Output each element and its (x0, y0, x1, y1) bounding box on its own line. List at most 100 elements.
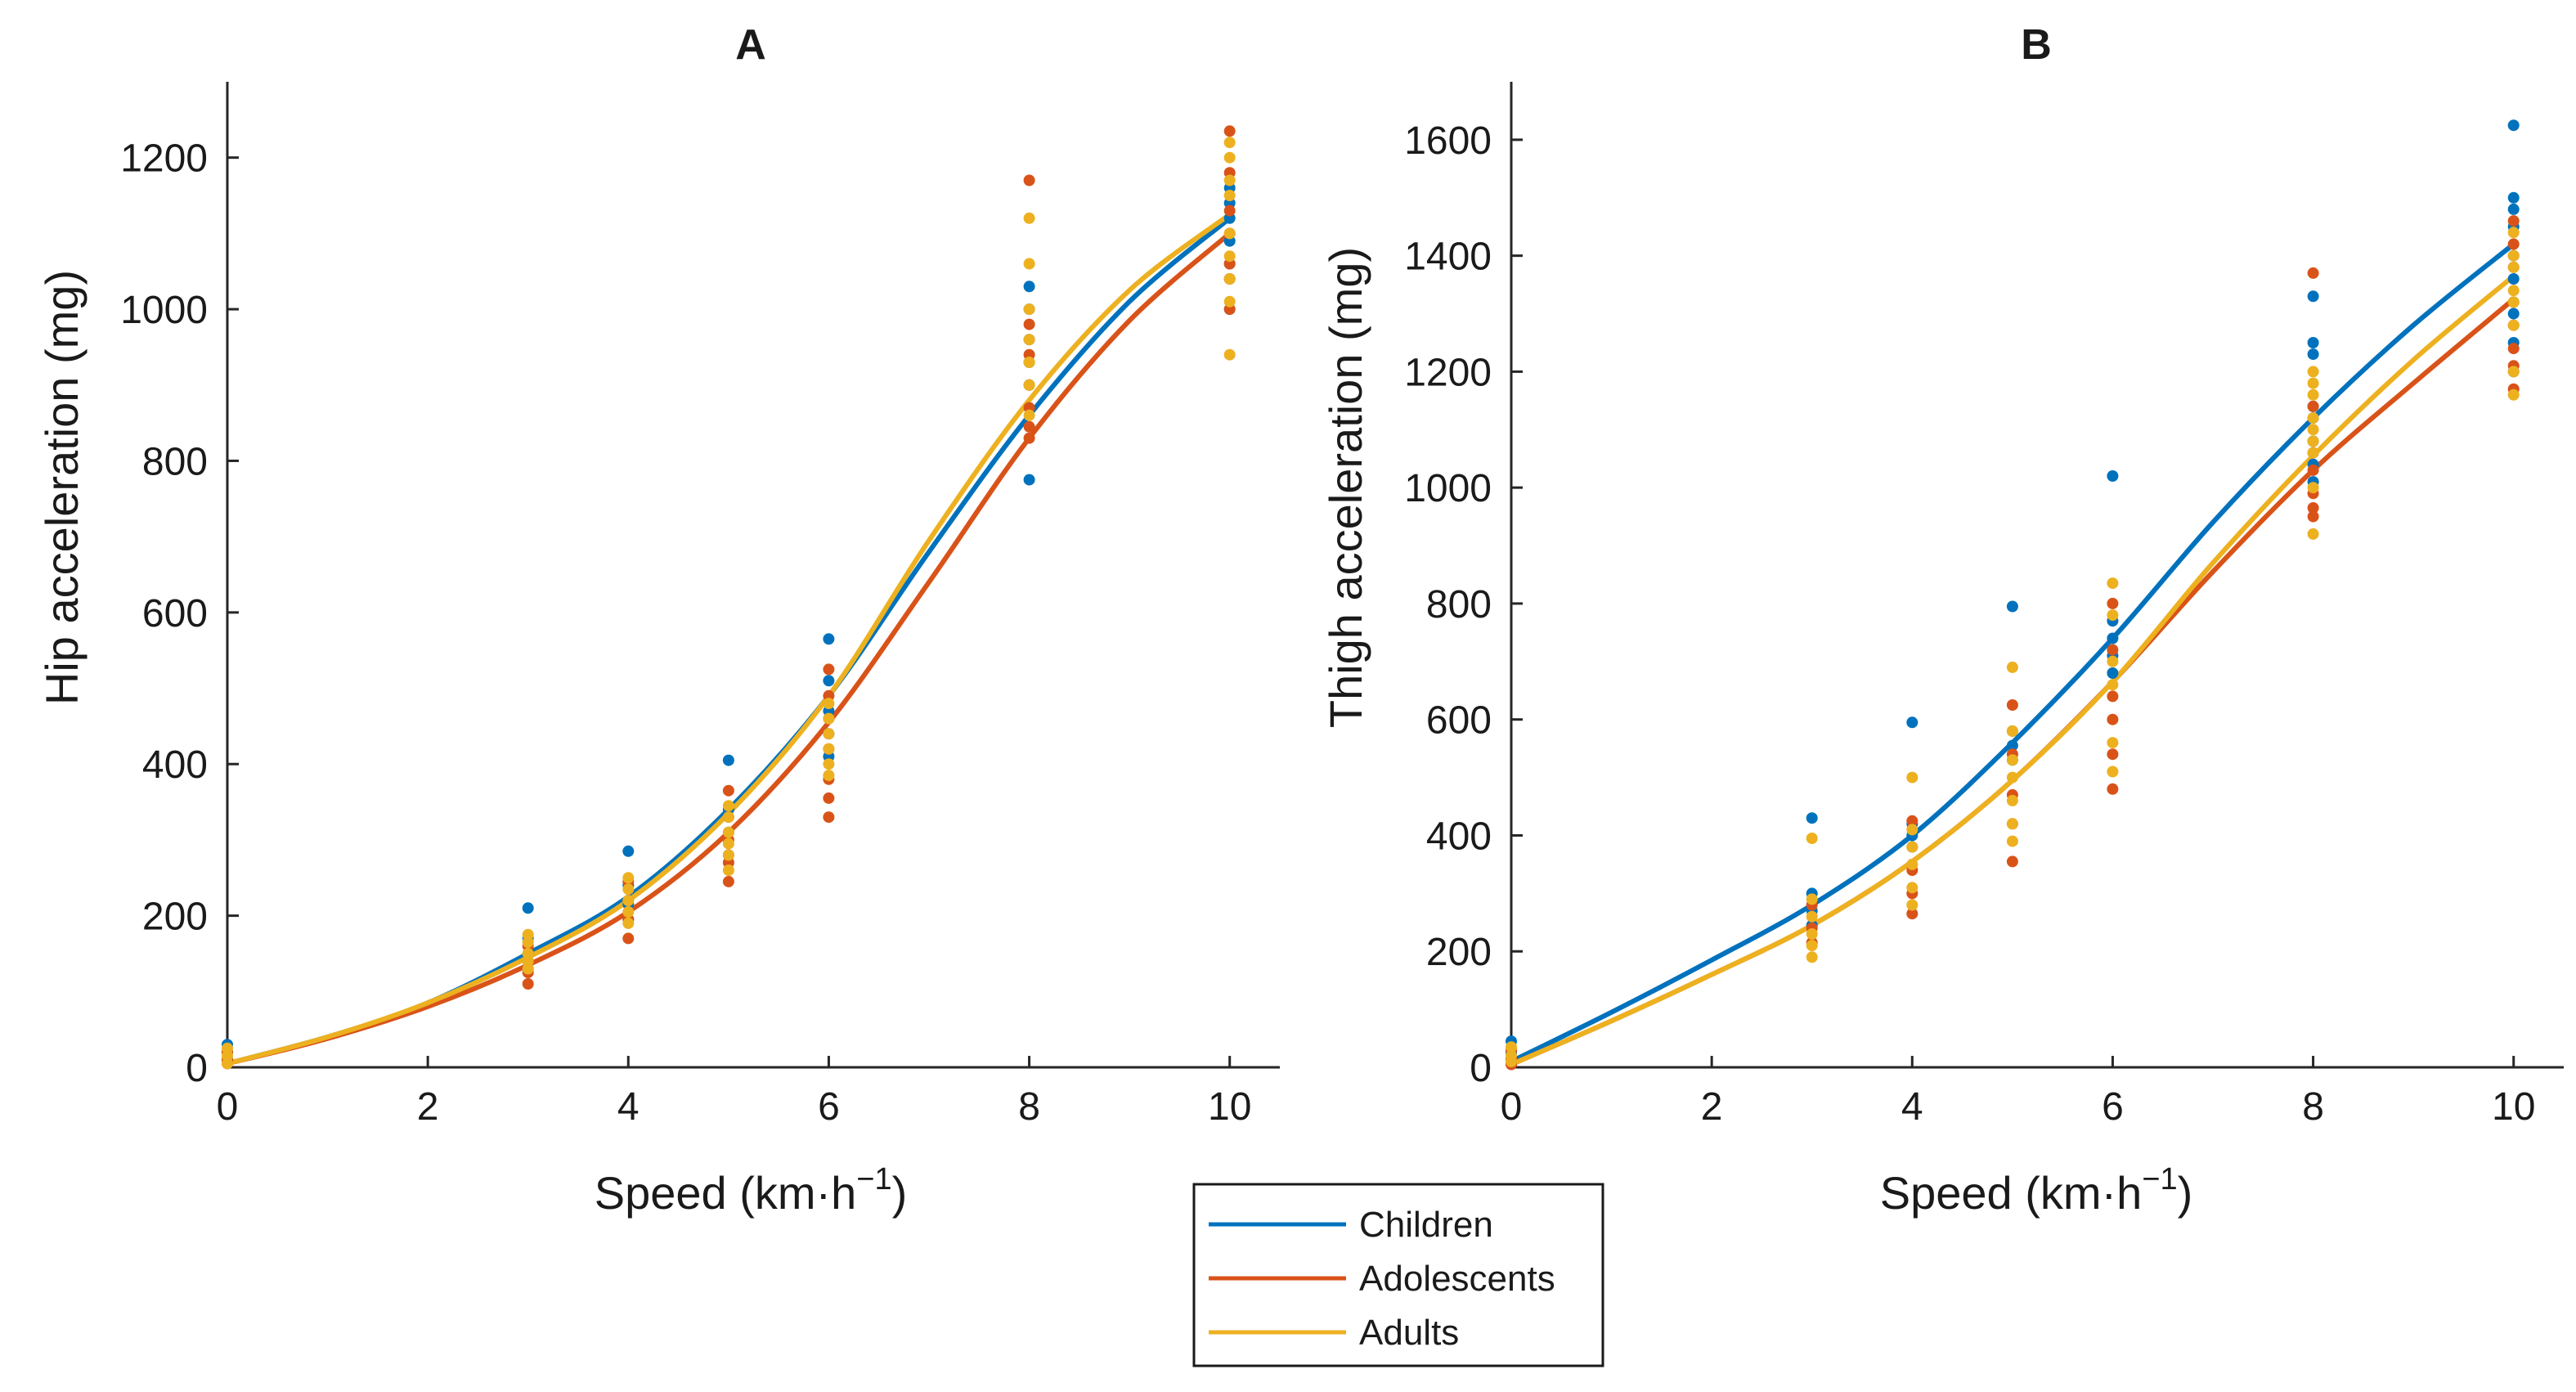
panel-b-point-adolescents (2006, 699, 2018, 711)
panel-b-point-adolescents (2107, 748, 2119, 761)
panel-b-point-adults (2507, 261, 2520, 273)
panel-b-x-tick-label: 8 (2302, 1085, 2324, 1129)
panel-a-point-adults (823, 728, 835, 740)
panel-b-point-adolescents (2507, 238, 2520, 250)
panel-b-point-adults (1906, 882, 1919, 894)
panel-a-x-axis-label-sup: −1 (856, 1162, 891, 1197)
panel-b-point-adolescents (2307, 267, 2319, 279)
panel-b-point-adults (2107, 609, 2119, 622)
panel-a-data-points (222, 125, 1236, 1070)
legend-entry-adults: Adults (1209, 1313, 1459, 1353)
panel-a-point-children (622, 845, 635, 857)
panel-b-point-adults (1506, 1055, 1517, 1067)
panel-b-point-children (2107, 632, 2119, 644)
panel-a-x-tick-label: 0 (217, 1085, 239, 1129)
panel-a-x-tick-label: 4 (617, 1085, 640, 1129)
panel-a-point-adults (1023, 357, 1035, 368)
panel-b-point-children (2507, 273, 2520, 285)
panel-a-y-tick-label: 600 (142, 592, 208, 635)
panel-b-x-tick-label: 2 (1701, 1085, 1723, 1129)
panel-b-point-children (2507, 191, 2520, 204)
panel-b-point-adults (2107, 766, 2119, 778)
panel-b-point-adults (2307, 388, 2319, 401)
panel-b-point-children (2006, 739, 2018, 752)
panel-a-point-adolescents (823, 811, 835, 824)
panel-b-point-adolescents (1906, 815, 1919, 827)
panel-b-point-adults (2507, 249, 2520, 262)
panel-a-x-tick-label: 10 (1208, 1085, 1251, 1129)
legend-label-children: Children (1359, 1205, 1493, 1245)
panel-b-y-tick-label: 1600 (1404, 119, 1492, 163)
panel-a-point-adolescents (1023, 318, 1035, 330)
panel-a-point-children (1023, 281, 1035, 293)
panel-b-point-adults (1906, 771, 1919, 784)
panel-a-point-children (1023, 474, 1035, 486)
panel-a: A 0 2 4 6 8 10 0 200 400 600 800 1000 1200 Hip accel… (36, 21, 1280, 1219)
panel-a-point-adults (722, 800, 734, 812)
panel-a-fit-line-children (225, 215, 1232, 1066)
panel-b-fit-line-adolescents (1509, 296, 2516, 1067)
panel-b-point-children (2107, 667, 2119, 679)
legend-entry-adolescents: Adolescents (1209, 1259, 1555, 1299)
legend-label-adolescents: Adolescents (1359, 1259, 1555, 1299)
panel-a-point-adults (722, 837, 734, 850)
panel-a-point-adults (722, 849, 734, 861)
panel-b-x-tick-label: 0 (1501, 1085, 1523, 1129)
panel-b-point-adolescents (2107, 644, 2119, 656)
panel-b-point-adults (1906, 858, 1919, 870)
panel-a-point-adolescents (622, 932, 635, 945)
panel-b-point-adults (1506, 1041, 1517, 1053)
panel-a-point-adults (522, 936, 534, 949)
panel-b-point-adults (2006, 754, 2018, 766)
panel-a-point-adolescents (823, 663, 835, 676)
panel-a-point-adolescents (1023, 174, 1035, 186)
panel-b-point-adults (2507, 388, 2520, 401)
panel-b-point-adolescents (2107, 690, 2119, 703)
panel-a-x-axis-label-end: ) (892, 1167, 908, 1219)
panel-b-y-tick-label: 200 (1426, 931, 1492, 974)
panel-a-point-children (722, 754, 734, 766)
panel-b-fit-lines (1509, 241, 2516, 1067)
panel-b-y-tick-label: 600 (1426, 699, 1492, 743)
panel-a-point-adults (622, 917, 635, 929)
panel-b-point-adolescents (2006, 855, 2018, 868)
panel-a-point-adults (1223, 273, 1236, 285)
panel-b-point-adults (1806, 940, 1818, 952)
panel-b-point-adults (1906, 824, 1919, 836)
panel-b-point-children (2507, 203, 2520, 215)
panel-a-point-adults (1223, 137, 1236, 149)
panel-b-point-children (2307, 290, 2319, 303)
panel-b-fit-line-children (1509, 241, 2516, 1064)
panel-a-y-tick-label: 400 (142, 743, 208, 787)
panel-b-y-tick-label: 1200 (1404, 351, 1492, 394)
panel-a-point-adults (1023, 379, 1035, 391)
panel-a-y-tick-label: 0 (186, 1047, 208, 1090)
panel-a-point-adults (222, 1057, 233, 1070)
panel-a-point-adults (1023, 258, 1035, 270)
panel-a-point-adults (1223, 151, 1236, 164)
panel-a-axes: 0 2 4 6 8 10 0 200 400 600 800 1000 1200 (120, 82, 1280, 1129)
panel-b-point-adults (2307, 528, 2319, 540)
panel-a-point-adults (1023, 303, 1035, 316)
panel-a-fit-line-adults (225, 212, 1232, 1066)
panel-b-point-adults (2307, 424, 2319, 436)
panel-b-point-adults (2307, 482, 2319, 494)
panel-b-point-adults (2507, 296, 2520, 308)
panel-a-y-axis-label: Hip acceleration (mg) (36, 270, 88, 705)
panel-a-point-adolescents (823, 792, 835, 804)
panel-a-point-adults (1223, 250, 1236, 263)
panel-a-point-adolescents (1223, 125, 1236, 137)
panel-a-point-adults (722, 826, 734, 838)
panel-a-point-adults (1223, 348, 1236, 361)
panel-b-point-adults (2006, 794, 2018, 806)
panel-b-point-adults (2507, 285, 2520, 297)
panel-b-point-adolescents (2307, 400, 2319, 412)
panel-b-point-children (1806, 812, 1818, 824)
panel-b-point-adults (2006, 835, 2018, 847)
panel-b-x-axis-label-main: Speed (km·h (1880, 1167, 2143, 1219)
panel-a-point-adolescents (1023, 432, 1035, 444)
panel-b-point-adolescents (2307, 510, 2319, 523)
panel-a-point-adults (1223, 227, 1236, 240)
panel-b-point-adults (2307, 377, 2319, 389)
